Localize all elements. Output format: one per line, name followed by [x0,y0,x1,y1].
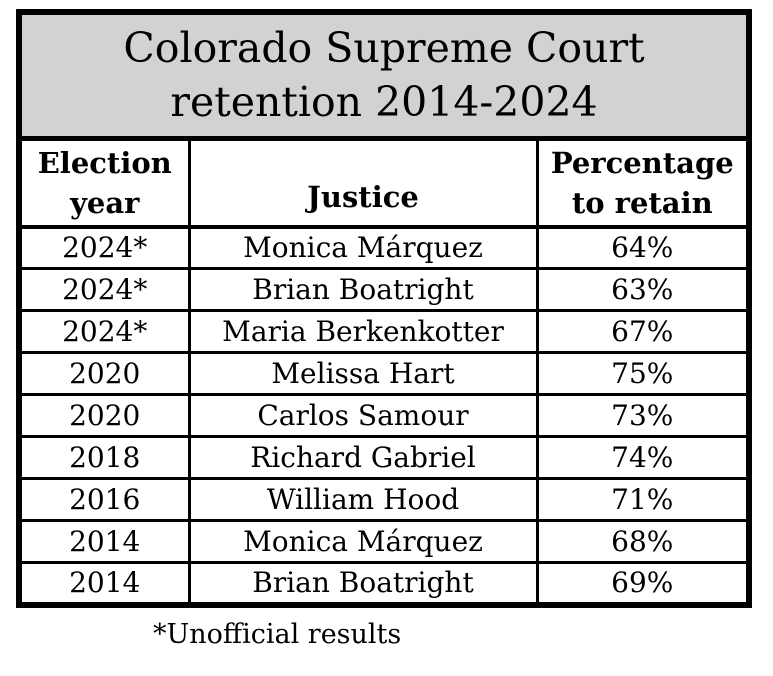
column-header-justice: Justice [187,136,539,229]
cell-justice: Brian Boatright [187,267,539,313]
cell-justice: Monica Márquez [187,519,539,565]
table-row: 2024* Monica Márquez 64% [17,225,751,271]
cell-justice: William Hood [187,477,539,523]
column-header-election-year: Election year [17,136,191,229]
cell-justice: Brian Boatright [187,561,539,607]
title-band: Colorado Supreme Court retention 2014-20… [19,12,750,141]
cell-justice: Melissa Hart [187,351,539,397]
table-row: 2020 Carlos Samour 73% [17,393,751,439]
table-row: 2014 Monica Márquez 68% [17,519,751,565]
cell-election-year: 2024* [17,309,191,355]
cell-election-year: 2014 [17,519,191,565]
table-row: 2018 Richard Gabriel 74% [17,435,751,481]
cell-percentage: 68% [535,519,751,565]
table-title-line-1: Colorado Supreme Court [123,24,645,73]
cell-percentage: 64% [535,225,751,271]
cell-percentage: 67% [535,309,751,355]
cell-percentage: 75% [535,351,751,397]
cell-justice: Richard Gabriel [187,435,539,481]
footnote: *Unofficial results [153,619,402,650]
cell-percentage: 73% [535,393,751,439]
cell-election-year: 2020 [17,393,191,439]
cell-election-year: 2018 [17,435,191,481]
cell-election-year: 2016 [17,477,191,523]
cell-election-year: 2024* [17,267,191,313]
table-title-line-2: retention 2014-2024 [170,78,598,127]
column-header-percentage-to-retain: Percentage to retain [535,136,751,229]
cell-election-year: 2014 [17,561,191,607]
cell-percentage: 69% [535,561,751,607]
cell-election-year: 2024* [17,225,191,271]
cell-justice: Maria Berkenkotter [187,309,539,355]
table-title: Colorado Supreme Court retention 2014-20… [19,12,750,141]
table-row: 2020 Melissa Hart 75% [17,351,751,397]
table-row: 2016 William Hood 71% [17,477,751,523]
table-body: 2024* Monica Márquez 64% 2024* Brian Boatrig… [17,225,751,607]
table-row: 2024* Brian Boatright 63% [17,267,751,313]
cell-percentage: 63% [535,267,751,313]
table-row: 2014 Brian Boatright 69% [17,561,751,607]
header-row: Election year Justice Percentage to reta… [17,136,751,229]
cell-percentage: 74% [535,435,751,481]
cell-election-year: 2020 [17,351,191,397]
cell-justice: Monica Márquez [187,225,539,271]
retention-table: Colorado Supreme Court retention 2014-20… [16,9,753,608]
cell-justice: Carlos Samour [187,393,539,439]
cell-percentage: 71% [535,477,751,523]
table-row: 2024* Maria Berkenkotter 67% [17,309,751,355]
